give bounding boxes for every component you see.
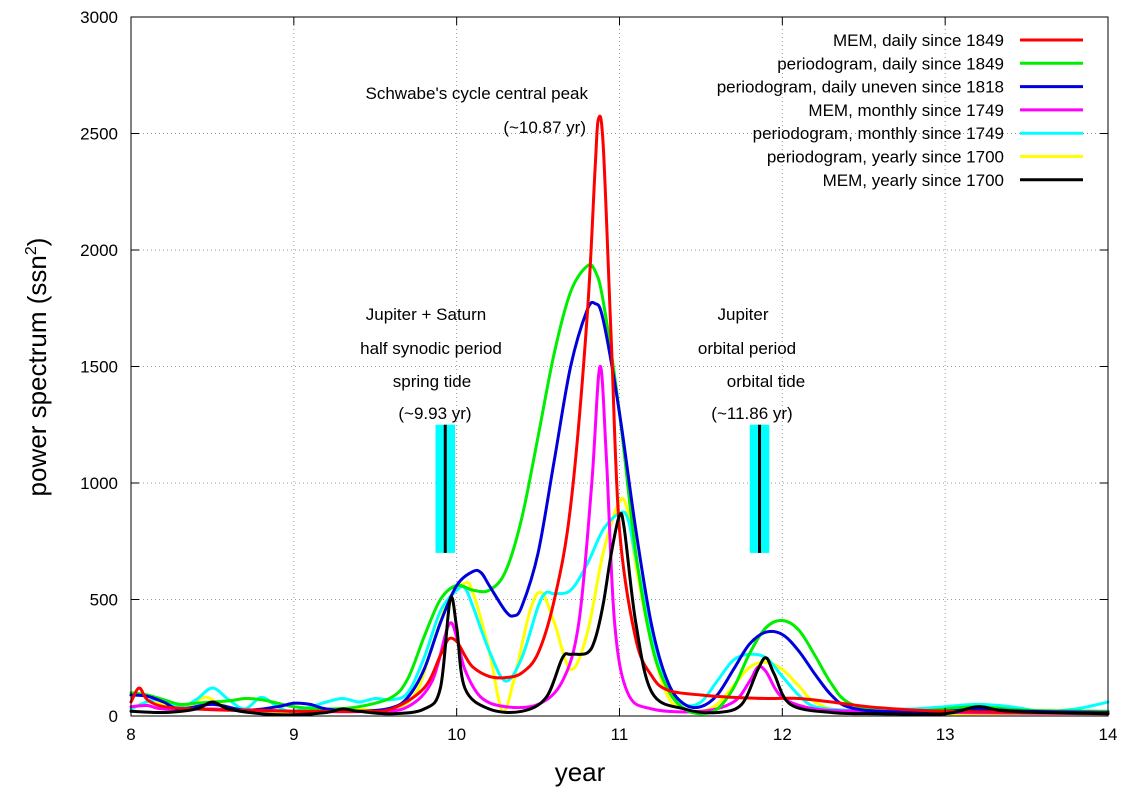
legend-label: periodogram, daily since 1849 [777, 54, 1004, 73]
legend-label: periodogram, yearly since 1700 [767, 148, 1004, 167]
x-tick-label: 9 [289, 725, 298, 744]
annotation-j-line1: Jupiter [717, 305, 768, 324]
x-tick-label: 14 [1099, 725, 1118, 744]
series-line-6 [129, 512, 1110, 717]
annotation-j-line3: orbital tide [727, 372, 805, 391]
series-line-0 [129, 114, 1110, 715]
grid [131, 17, 1108, 716]
y-tick-label: 2500 [80, 125, 118, 144]
annotation-schwabe: Schwabe's cycle central peak (~10.87 yr) [366, 84, 589, 137]
y-axis-title-sup: 2 [23, 246, 40, 255]
x-tick-label: 8 [126, 725, 135, 744]
y-tick-label: 3000 [80, 8, 118, 27]
y-axis-title-text: power spectrum (ssn [22, 255, 52, 496]
y-axis-title: power spectrum (ssn2) [22, 238, 52, 497]
legend-label: MEM, yearly since 1700 [823, 171, 1004, 190]
legend: MEM, daily since 1849 periodogram, daily … [717, 31, 1083, 190]
annotation-js-line1: Jupiter + Saturn [366, 305, 487, 324]
x-tick-label: 11 [611, 725, 629, 744]
y-tick-label: 0 [109, 707, 118, 726]
annotation-schwabe-line1: Schwabe's cycle central peak [366, 84, 589, 103]
series-lines [129, 114, 1110, 717]
annotation-jupiter: Jupiter orbital period orbital tide (~11… [698, 305, 805, 423]
annotation-jupiter-saturn: Jupiter + Saturn half synodic period spr… [360, 305, 502, 423]
legend-label: periodogram, daily uneven since 1818 [717, 78, 1004, 97]
period-markers [435, 424, 770, 553]
y-tick-label: 1500 [80, 358, 118, 377]
annotation-schwabe-line2: (~10.87 yr) [503, 118, 586, 137]
annotation-js-line2: half synodic period [360, 339, 502, 358]
x-axis-title: year [555, 757, 606, 787]
legend-label: MEM, daily since 1849 [833, 31, 1004, 50]
tick-labels: 8 9 10 11 12 13 14 0 500 1000 1500 2000 2500 3000 [80, 8, 1117, 744]
series-line-2 [129, 300, 1110, 714]
legend-label: MEM, monthly since 1749 [808, 101, 1004, 120]
annotation-j-line4: (~11.86 yr) [711, 404, 792, 423]
annotation-js-line3: spring tide [393, 372, 471, 391]
y-tick-label: 1000 [80, 474, 118, 493]
legend-label: periodogram, monthly since 1749 [753, 124, 1004, 143]
series-line-1 [129, 263, 1110, 716]
y-tick-label: 500 [90, 591, 118, 610]
annotation-js-line4: (~9.93 yr) [398, 404, 471, 423]
x-tick-label: 10 [447, 725, 466, 744]
annotation-j-line2: orbital period [698, 339, 796, 358]
axis-ticks [130, 16, 1109, 717]
x-tick-label: 13 [936, 725, 955, 744]
y-axis-title-close: ) [22, 238, 52, 247]
y-tick-label: 2000 [80, 241, 118, 260]
x-tick-label: 12 [773, 725, 792, 744]
